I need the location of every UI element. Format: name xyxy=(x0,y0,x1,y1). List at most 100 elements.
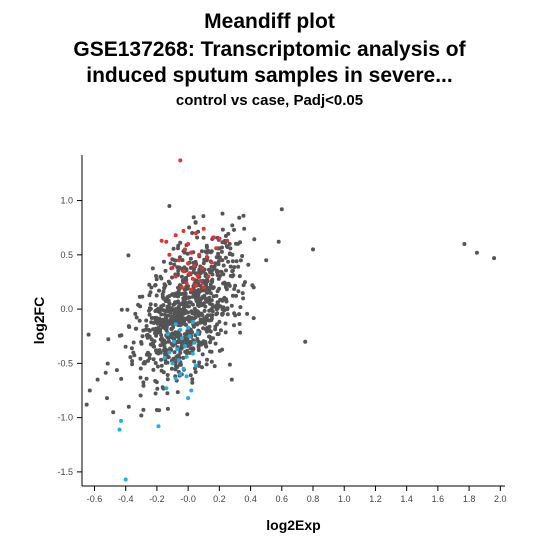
point-not-significant xyxy=(194,370,198,374)
point-not-significant xyxy=(144,328,148,332)
point-not-significant xyxy=(190,377,194,381)
point-not-significant xyxy=(210,350,214,354)
point-down-regulated xyxy=(124,478,128,482)
point-not-significant xyxy=(179,316,183,320)
point-not-significant xyxy=(173,350,177,354)
point-not-significant xyxy=(170,276,174,280)
point-not-significant xyxy=(166,314,170,318)
point-down-regulated xyxy=(172,340,176,344)
point-not-significant xyxy=(148,353,152,357)
point-not-significant xyxy=(154,274,158,278)
point-not-significant xyxy=(105,396,109,400)
point-not-significant xyxy=(192,215,196,219)
point-not-significant xyxy=(214,342,218,346)
point-not-significant xyxy=(197,361,201,365)
point-not-significant xyxy=(135,316,139,320)
point-not-significant xyxy=(106,337,110,341)
point-not-significant xyxy=(106,362,110,366)
point-up-regulated xyxy=(171,266,175,270)
point-down-regulated xyxy=(157,424,161,428)
point-down-regulated xyxy=(119,419,123,423)
point-not-significant xyxy=(176,390,180,394)
point-not-significant xyxy=(115,368,119,372)
point-not-significant xyxy=(163,282,167,286)
point-not-significant xyxy=(200,297,204,301)
point-down-regulated xyxy=(180,336,184,340)
point-not-significant xyxy=(173,258,177,262)
point-not-significant xyxy=(130,346,134,350)
point-up-regulated xyxy=(177,258,181,262)
point-not-significant xyxy=(120,308,124,312)
point-down-regulated xyxy=(186,326,190,330)
point-not-significant xyxy=(204,289,208,293)
point-not-significant xyxy=(160,369,164,373)
point-not-significant xyxy=(145,377,149,381)
point-not-significant xyxy=(158,328,162,332)
point-not-significant xyxy=(176,340,180,344)
point-not-significant xyxy=(192,324,196,328)
point-not-significant xyxy=(221,307,225,311)
point-up-regulated xyxy=(178,158,182,162)
point-not-significant xyxy=(185,412,189,416)
point-not-significant xyxy=(203,309,207,313)
point-not-significant xyxy=(238,331,242,335)
point-not-significant xyxy=(232,265,236,269)
point-down-regulated xyxy=(166,332,170,336)
point-up-regulated xyxy=(214,246,218,250)
point-not-significant xyxy=(154,316,158,320)
point-up-regulated xyxy=(210,260,214,264)
x-tick-label: 1.6 xyxy=(432,494,445,504)
point-not-significant xyxy=(241,291,245,295)
point-not-significant xyxy=(141,408,145,412)
point-not-significant xyxy=(240,254,244,258)
point-not-significant xyxy=(167,294,171,298)
point-not-significant xyxy=(130,359,134,363)
point-up-regulated xyxy=(194,231,198,235)
point-not-significant xyxy=(210,360,214,364)
point-not-significant xyxy=(211,273,215,277)
point-not-significant xyxy=(166,373,170,377)
point-not-significant xyxy=(145,324,149,328)
point-not-significant xyxy=(206,313,210,317)
point-not-significant xyxy=(162,260,166,264)
x-tick-label: -0.4 xyxy=(118,494,134,504)
x-tick-label: -0.0 xyxy=(180,494,196,504)
point-not-significant xyxy=(139,394,143,398)
point-not-significant xyxy=(213,264,217,268)
point-not-significant xyxy=(201,352,205,356)
point-not-significant xyxy=(161,292,165,296)
point-down-regulated xyxy=(178,372,182,376)
point-not-significant xyxy=(228,363,232,367)
point-not-significant xyxy=(230,304,234,308)
point-not-significant xyxy=(204,345,208,349)
point-not-significant xyxy=(224,322,228,326)
point-up-regulated xyxy=(185,281,189,285)
point-not-significant xyxy=(252,237,256,241)
point-not-significant xyxy=(233,313,237,317)
point-not-significant xyxy=(231,269,235,273)
point-up-regulated xyxy=(225,239,229,243)
point-not-significant xyxy=(85,403,89,407)
point-not-significant xyxy=(173,294,177,298)
point-down-regulated xyxy=(191,320,195,324)
point-not-significant xyxy=(222,264,226,268)
y-tick-label: 0.0 xyxy=(60,304,73,314)
point-down-regulated xyxy=(191,352,195,356)
point-not-significant xyxy=(155,348,159,352)
point-down-regulated xyxy=(175,347,179,351)
point-not-significant xyxy=(204,250,208,254)
point-down-regulated xyxy=(189,389,193,393)
point-not-significant xyxy=(127,405,131,409)
point-not-significant xyxy=(162,348,166,352)
point-not-significant xyxy=(172,247,176,251)
point-not-significant xyxy=(213,364,217,368)
point-not-significant xyxy=(228,246,232,250)
point-not-significant xyxy=(229,265,233,269)
point-up-regulated xyxy=(217,237,221,241)
point-not-significant xyxy=(232,228,236,232)
point-not-significant xyxy=(148,313,152,317)
point-up-regulated xyxy=(196,274,200,278)
point-not-significant xyxy=(209,308,213,312)
point-up-regulated xyxy=(174,233,178,237)
